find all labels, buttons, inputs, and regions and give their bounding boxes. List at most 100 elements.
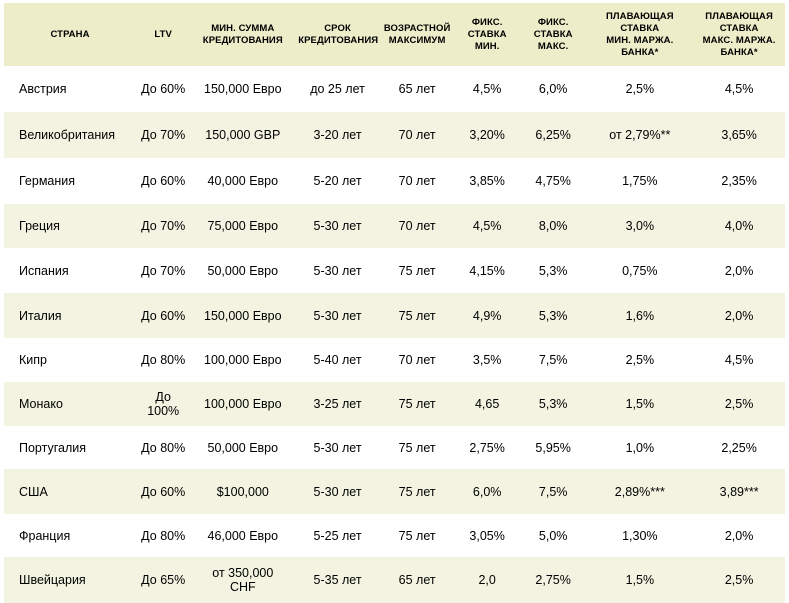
cell-age-max: 70 лет	[379, 158, 455, 204]
cell-fixed-min: 4,9%	[454, 293, 520, 338]
cell-float-min: от 2,79%**	[586, 112, 694, 158]
header-fixed-max: Фикс. ставка макс.	[519, 3, 587, 66]
cell-float-max: 2,5%	[693, 382, 785, 426]
header-min-amount: Мин. сумма кредитования	[190, 3, 296, 66]
cell-float-max: 2,35%	[693, 158, 785, 204]
cell-fixed-max: 5,3%	[519, 248, 587, 293]
cell-fixed-max: 7,5%	[519, 338, 587, 382]
cell-min-amount: 150,000 Евро	[190, 293, 296, 338]
cell-term: 3-25 лет	[295, 382, 380, 426]
cell-float-max: 2,0%	[693, 248, 785, 293]
cell-fixed-max: 7,5%	[519, 469, 587, 514]
cell-ltv: До 60%	[136, 469, 191, 514]
cell-fixed-max: 5,3%	[519, 382, 587, 426]
cell-float-max: 2,5%	[693, 557, 785, 603]
cell-fixed-max: 5,3%	[519, 293, 587, 338]
cell-min-amount: 40,000 Евро	[190, 158, 296, 204]
cell-term: до 25 лет	[295, 66, 380, 112]
cell-term: 5-35 лет	[295, 557, 380, 603]
cell-ltv: До 80%	[136, 426, 191, 469]
cell-country: Германия	[4, 158, 136, 204]
header-ltv: LTV	[136, 3, 191, 66]
cell-fixed-min: 3,5%	[454, 338, 520, 382]
cell-float-min: 1,0%	[586, 426, 694, 469]
table-row: Монако До 100% 100,000 Евро 3-25 лет 75 лет 4…	[4, 382, 785, 426]
cell-ltv: До 70%	[136, 248, 191, 293]
header-term: Срок кредитования	[295, 3, 380, 66]
cell-min-amount: 50,000 Евро	[190, 248, 296, 293]
cell-fixed-max: 6,0%	[519, 66, 587, 112]
cell-term: 5-30 лет	[295, 248, 380, 293]
header-country: Страна	[4, 3, 136, 66]
table-row: Франция До 80% 46,000 Евро 5-25 лет 75 лет 3,…	[4, 514, 785, 557]
cell-min-amount: 46,000 Евро	[190, 514, 296, 557]
cell-min-amount: $100,000	[190, 469, 296, 514]
cell-country: Франция	[4, 514, 136, 557]
cell-term: 5-25 лет	[295, 514, 380, 557]
cell-country: Греция	[4, 204, 136, 248]
table-row: Португалия До 80% 50,000 Евро 5-30 лет 75 ле…	[4, 426, 785, 469]
cell-fixed-min: 6,0%	[454, 469, 520, 514]
cell-ltv: До 100%	[136, 382, 191, 426]
cell-age-max: 75 лет	[379, 248, 455, 293]
cell-age-max: 65 лет	[379, 557, 455, 603]
cell-float-min: 1,30%	[586, 514, 694, 557]
cell-min-amount: 100,000 Евро	[190, 382, 296, 426]
table-body: Австрия До 60% 150,000 Евро до 25 лет 65 лет…	[4, 66, 785, 603]
cell-age-max: 75 лет	[379, 293, 455, 338]
cell-term: 5-20 лет	[295, 158, 380, 204]
cell-min-amount: 100,000 Евро	[190, 338, 296, 382]
cell-min-amount: 50,000 Евро	[190, 426, 296, 469]
cell-float-max: 4,5%	[693, 338, 785, 382]
cell-min-amount: 75,000 Евро	[190, 204, 296, 248]
cell-country: Монако	[4, 382, 136, 426]
cell-min-amount: 150,000 GBP	[190, 112, 296, 158]
cell-float-min: 1,5%	[586, 382, 694, 426]
cell-min-amount: от 350,000 CHF	[190, 557, 296, 603]
cell-country: Кипр	[4, 338, 136, 382]
cell-float-min: 0,75%	[586, 248, 694, 293]
cell-float-max: 4,5%	[693, 66, 785, 112]
cell-float-min: 1,6%	[586, 293, 694, 338]
cell-fixed-max: 4,75%	[519, 158, 587, 204]
cell-float-max: 2,0%	[693, 293, 785, 338]
cell-float-max: 3,89***	[693, 469, 785, 514]
cell-country: Италия	[4, 293, 136, 338]
cell-age-max: 75 лет	[379, 469, 455, 514]
table-row: Италия До 60% 150,000 Евро 5-30 лет 75 лет 4,…	[4, 293, 785, 338]
cell-float-min: 3,0%	[586, 204, 694, 248]
cell-ltv: До 70%	[136, 112, 191, 158]
cell-age-max: 70 лет	[379, 204, 455, 248]
header-age-max: Возрастной максимум	[379, 3, 455, 66]
table-row: Греция До 70% 75,000 Евро 5-30 лет 70 лет 4,5…	[4, 204, 785, 248]
table-header: Страна LTV Мин. сумма кредитования Срок …	[4, 3, 785, 66]
cell-term: 5-30 лет	[295, 469, 380, 514]
table-row: Великобритания До 70% 150,000 GBP 3-20 лет 7…	[4, 112, 785, 158]
cell-min-amount: 150,000 Евро	[190, 66, 296, 112]
cell-float-min: 2,89%***	[586, 469, 694, 514]
cell-ltv: До 80%	[136, 514, 191, 557]
cell-float-min: 2,5%	[586, 338, 694, 382]
cell-float-max: 3,65%	[693, 112, 785, 158]
table-row: Испания До 70% 50,000 Евро 5-30 лет 75 лет 4,…	[4, 248, 785, 293]
header-float-min: Плавающая ставка мин. маржа. банка*	[586, 3, 694, 66]
cell-term: 3-20 лет	[295, 112, 380, 158]
cell-fixed-min: 2,0	[454, 557, 520, 603]
table-row: Германия До 60% 40,000 Евро 5-20 лет 70 лет 3…	[4, 158, 785, 204]
cell-country: Швейцария	[4, 557, 136, 603]
cell-ltv: До 70%	[136, 204, 191, 248]
cell-float-max: 2,25%	[693, 426, 785, 469]
cell-term: 5-30 лет	[295, 204, 380, 248]
cell-age-max: 65 лет	[379, 66, 455, 112]
cell-country: США	[4, 469, 136, 514]
cell-float-max: 4,0%	[693, 204, 785, 248]
cell-country: Португалия	[4, 426, 136, 469]
cell-fixed-max: 8,0%	[519, 204, 587, 248]
cell-ltv: До 60%	[136, 293, 191, 338]
cell-age-max: 75 лет	[379, 514, 455, 557]
header-row: Страна LTV Мин. сумма кредитования Срок …	[4, 3, 785, 66]
cell-country: Испания	[4, 248, 136, 293]
header-float-max: Плавающая ставка макс. маржа. банка*	[693, 3, 785, 66]
cell-float-min: 2,5%	[586, 66, 694, 112]
cell-fixed-min: 4,15%	[454, 248, 520, 293]
